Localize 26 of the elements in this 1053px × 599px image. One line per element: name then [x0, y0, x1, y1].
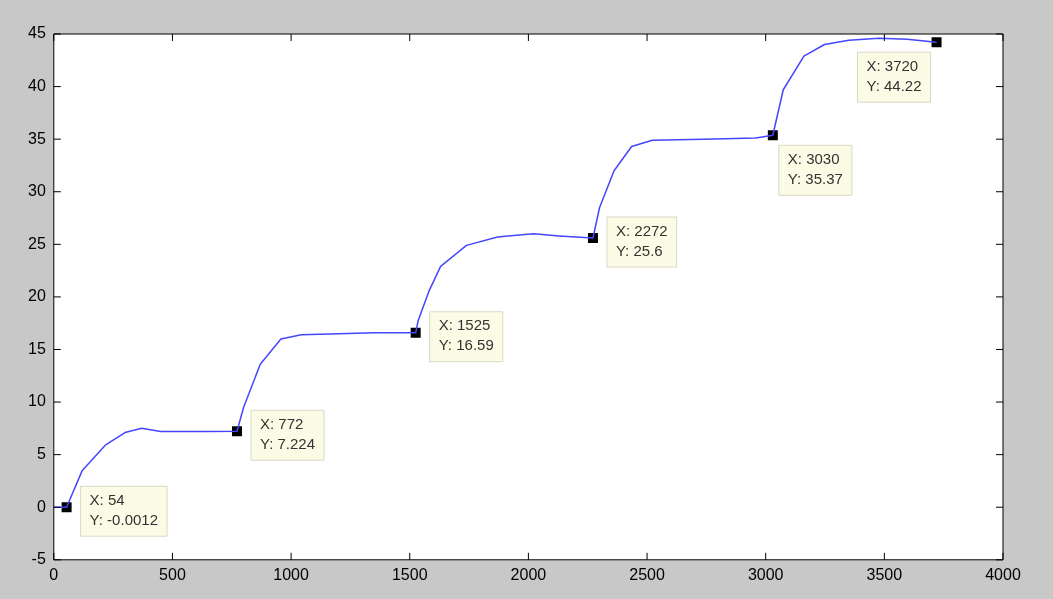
- y-tick-label: 20: [28, 287, 46, 305]
- x-tick-label: 500: [159, 565, 186, 583]
- y-tick-label: 35: [28, 129, 46, 147]
- x-tick-label: 2000: [510, 565, 547, 583]
- y-tick-label: 0: [36, 497, 46, 515]
- annotation: X: 3030 Y: 35.37: [787, 149, 843, 187]
- y-tick-label: 5: [36, 445, 46, 463]
- y-tick-label: 10: [28, 392, 46, 410]
- x-tick-label: 3500: [866, 565, 903, 583]
- annotation: X: 1525 Y: 16.59: [438, 316, 494, 354]
- y-tick-label: -5: [31, 550, 46, 568]
- y-tick-label: 25: [28, 234, 46, 252]
- x-tick-label: 1500: [391, 565, 428, 583]
- x-tick-label: 4000: [985, 565, 1021, 583]
- annotation: X: 3720 Y: 44.22: [866, 56, 922, 94]
- x-tick-label: 3000: [747, 565, 784, 583]
- annotation: X: 772 Y: 7.224: [259, 414, 316, 452]
- y-tick-label: 45: [28, 24, 46, 42]
- y-tick-label: 30: [28, 182, 46, 200]
- x-tick-label: 1000: [273, 565, 309, 583]
- annotation: X: 2272 Y: 25.6: [615, 221, 668, 259]
- y-tick-label: 40: [28, 76, 46, 94]
- x-tick-label: 0: [49, 565, 59, 583]
- annotation: X: 54 Y: -0.0012: [89, 490, 158, 528]
- x-tick-label: 2500: [629, 565, 665, 583]
- y-tick-label: 15: [28, 339, 46, 357]
